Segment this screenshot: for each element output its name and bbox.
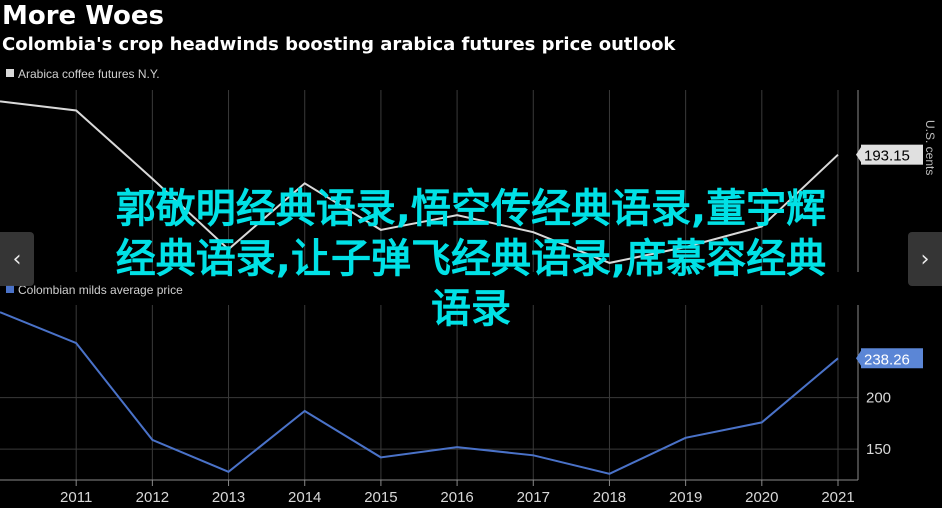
legend-swatch-bottom xyxy=(6,285,14,293)
x-tick-label: 2011 xyxy=(60,489,92,506)
y-tick-label-bottom: 200 xyxy=(866,390,891,407)
x-tick-label: 2013 xyxy=(212,489,245,506)
top-panel: Arabica coffee futures N.Y. 193.15 xyxy=(0,67,923,272)
x-tick-label: 2020 xyxy=(745,489,778,506)
y-axis-unit-label: U.S. cents xyxy=(923,120,937,175)
last-value-pointer-top xyxy=(856,145,862,164)
legend-swatch-top xyxy=(6,69,14,77)
last-value-box-bottom xyxy=(861,348,923,369)
overlay-text-line-3: 语录 xyxy=(431,286,511,332)
series-line-bottom xyxy=(0,311,839,475)
legend-label-top: Arabica coffee futures N.Y. xyxy=(18,67,160,81)
y-tick-label-bottom: 150 xyxy=(866,441,891,458)
series-line-top xyxy=(0,100,839,264)
x-tick-label: 2019 xyxy=(669,489,702,506)
chart-title: More Woes xyxy=(2,1,164,31)
chevron-right-icon: › xyxy=(920,246,930,272)
next-slide-button[interactable]: › xyxy=(908,232,942,286)
last-value-label-bottom: 238.26 xyxy=(864,351,910,368)
legend-label-bottom: Colombian milds average price xyxy=(18,283,183,297)
x-tick-label: 2017 xyxy=(517,489,550,506)
x-tick-label: 2014 xyxy=(288,489,321,506)
last-value-label-top: 193.15 xyxy=(864,148,910,165)
last-value-pointer-bottom xyxy=(856,349,862,368)
x-tick-label: 2012 xyxy=(136,489,169,506)
last-value-box-top xyxy=(861,144,923,165)
overlay-text-line-1: 郭敬明经典语录,悟空传经典语录,董宇辉 xyxy=(115,186,827,232)
x-tick-label: 2016 xyxy=(440,489,473,506)
bottom-panel: Colombian milds average price 150 200 238.… xyxy=(0,283,923,480)
x-tick-label: 2018 xyxy=(593,489,626,506)
chart-subtitle: Colombia's crop headwinds boosting arabi… xyxy=(2,34,676,55)
chevron-left-icon: ‹ xyxy=(12,246,22,272)
x-tick-label: 2015 xyxy=(364,489,397,506)
overlay-text-line-2: 经典语录,让子弹飞经典语录,席慕容经典 xyxy=(115,236,827,282)
x-tick-label: 2021 xyxy=(821,489,854,506)
previous-slide-button[interactable]: ‹ xyxy=(0,232,34,286)
